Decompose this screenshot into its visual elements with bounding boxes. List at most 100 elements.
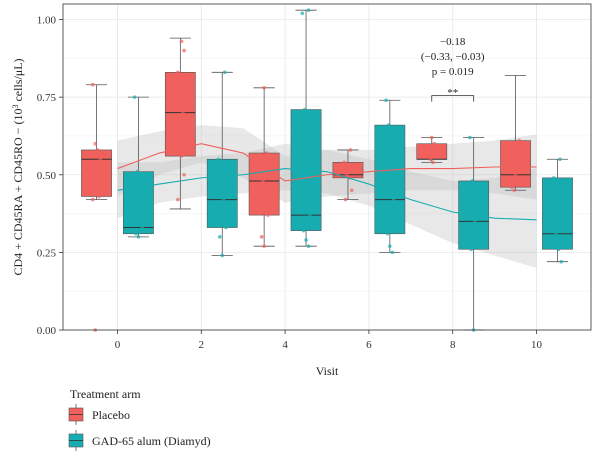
data-point [559,259,564,264]
box [416,143,448,160]
y-axis-ticks: 0.00 0.25 0.50 0.75 1.00 [37,15,63,337]
annotation-line-2: (−0.33, −0.03) [421,51,485,63]
data-point [261,179,265,183]
data-point [384,98,388,103]
trend-lines [117,143,537,221]
data-point [140,225,144,230]
grid-lines [63,4,591,331]
data-point [94,179,99,183]
x-axis-ticks: 0 2 4 6 8 10 [115,330,543,351]
data-point [179,154,184,158]
data-point [174,126,179,130]
x-tick-label: 2 [199,339,205,351]
x-tick-label: 6 [366,339,372,351]
data-point [348,148,353,152]
significance-bracket [431,95,475,102]
x-tick-label: 4 [282,339,288,351]
data-point [511,157,515,162]
data-point [263,197,268,202]
data-point [556,247,561,252]
data-point [95,148,100,152]
data-point [391,197,396,202]
data-point [93,141,98,146]
data-points [90,8,564,332]
data-point [90,82,95,87]
data-point [178,86,183,90]
data-point [558,157,562,162]
legend-label: Placebo [92,408,130,422]
significance-annotation: −0.18 (−0.33, −0.03) p = 0.019 ** [421,36,485,102]
y-tick-label: 1.00 [37,15,57,27]
data-point [554,231,559,236]
legend-title: Treatment arm [70,387,141,401]
legend-label: GAD-65 alum (Diamyd) [92,434,211,448]
data-point [517,138,522,143]
trend-line [117,143,537,182]
data-point [385,231,390,236]
data-point [177,141,181,146]
data-point [222,70,227,75]
data-point [305,157,310,162]
data-point [551,176,556,180]
data-point [224,225,228,230]
data-point [219,179,223,183]
data-point [301,228,306,233]
data-point [217,235,222,239]
box [500,140,531,188]
data-point [390,250,395,255]
annotation-line-1: −0.18 [440,36,466,48]
data-point [469,247,473,252]
data-point [513,172,518,177]
data-point [306,244,311,248]
annotation-line-3: p = 0.019 [432,66,474,78]
box [248,152,280,216]
trend-line [117,167,537,221]
data-point [264,151,269,155]
data-point [216,157,221,162]
data-point [220,253,225,258]
data-point [306,8,311,13]
box [542,177,573,250]
data-point [470,179,475,183]
data-point [179,39,184,44]
data-point [432,141,437,146]
x-axis-label: Visit [316,364,339,378]
box [81,149,112,197]
data-point [431,160,435,165]
data-point [510,185,514,189]
data-point [137,197,142,202]
y-axis-label: CD4 + CD45RA + CD45RO − (103 cells/μL) [11,58,25,275]
data-point [98,157,103,162]
data-point [429,135,434,140]
box [206,158,238,228]
data-point [388,244,392,248]
y-tick-label: 0.50 [37,170,57,182]
data-point [132,95,137,99]
data-point [182,48,186,53]
significance-stars: ** [447,87,458,99]
data-point [136,235,141,239]
data-point [97,194,101,199]
data-point [92,163,96,168]
box [374,124,406,235]
data-point [262,86,266,90]
data-point [512,188,517,193]
data-point [134,231,138,236]
data-point [516,179,520,183]
data-point [426,154,430,158]
box [123,171,154,235]
data-point [90,197,95,202]
data-point [302,107,307,112]
data-point [221,197,226,202]
y-tick-label: 0.00 [37,325,57,337]
data-point [308,213,312,217]
data-point [343,197,348,202]
data-point [258,166,263,171]
x-tick-label: 0 [115,339,121,351]
y-tick-label: 0.75 [37,92,57,104]
data-point [386,123,391,127]
data-point [135,169,139,174]
data-point [300,11,305,16]
data-point [473,219,477,224]
